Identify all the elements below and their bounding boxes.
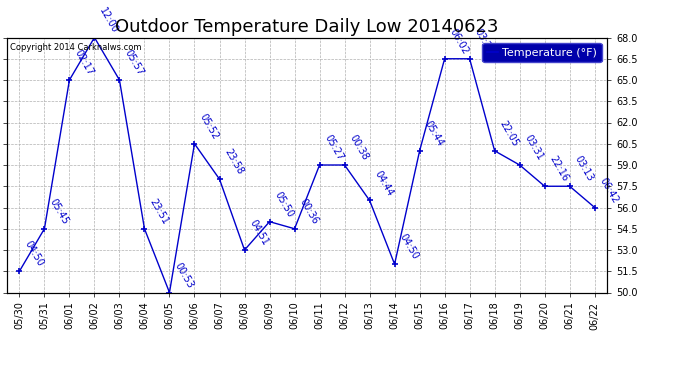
Text: 23:58: 23:58: [222, 147, 245, 176]
Text: 05:57: 05:57: [122, 48, 145, 77]
Text: 05:27: 05:27: [322, 133, 345, 162]
Text: 04:50: 04:50: [22, 239, 45, 268]
Text: 22:05: 22:05: [497, 119, 520, 148]
Text: 05:45: 05:45: [47, 197, 70, 226]
Text: 22:16: 22:16: [547, 154, 570, 183]
Text: 04:44: 04:44: [373, 169, 395, 198]
Text: 04:51: 04:51: [247, 218, 270, 247]
Text: 05:44: 05:44: [422, 119, 445, 148]
Text: 02:17: 02:17: [72, 48, 95, 77]
Text: 00:53: 00:53: [172, 261, 195, 290]
Text: 04:50: 04:50: [397, 232, 420, 261]
Text: 03:27: 03:27: [473, 27, 495, 56]
Text: 03:13: 03:13: [573, 154, 595, 183]
Text: 05:50: 05:50: [273, 190, 295, 219]
Text: 03:31: 03:31: [522, 133, 545, 162]
Text: 23:51: 23:51: [147, 197, 170, 226]
Legend: Temperature (°F): Temperature (°F): [482, 43, 602, 62]
Text: Copyright 2014 Carknalws.com: Copyright 2014 Carknalws.com: [10, 43, 141, 52]
Text: 06:42: 06:42: [598, 176, 620, 205]
Text: 00:36: 00:36: [297, 197, 320, 226]
Text: 00:38: 00:38: [347, 133, 370, 162]
Text: 05:52: 05:52: [197, 112, 220, 141]
Title: Outdoor Temperature Daily Low 20140623: Outdoor Temperature Daily Low 20140623: [115, 18, 499, 36]
Text: 06:02: 06:02: [447, 27, 470, 56]
Text: 12:00: 12:00: [97, 6, 120, 35]
